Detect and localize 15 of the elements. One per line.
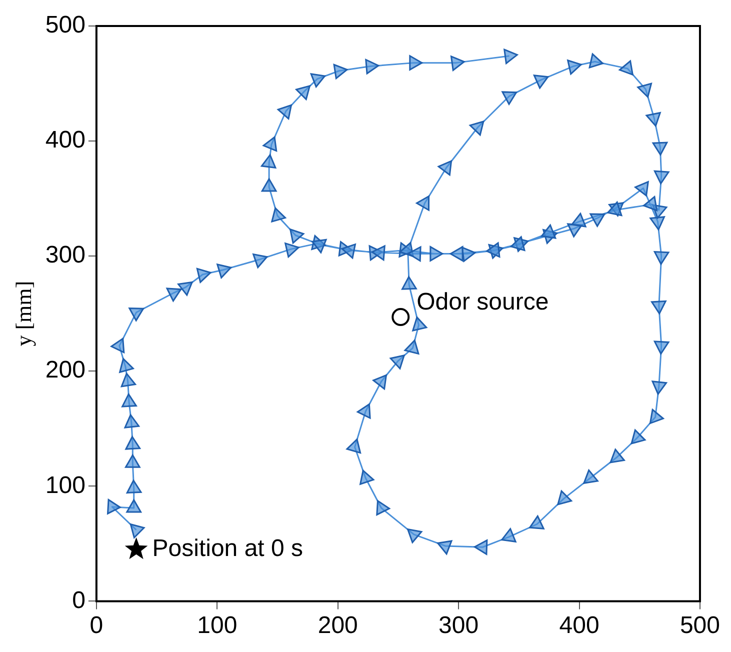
annotation: Odor source — [416, 288, 549, 316]
y-tick-label: 100 — [45, 472, 86, 499]
y-tick-label: 300 — [45, 242, 86, 269]
y-tick-label: 500 — [45, 12, 86, 39]
x-tick-label: 500 — [680, 612, 720, 640]
x-tick-label: 200 — [318, 612, 358, 640]
x-tick-label: 100 — [197, 612, 238, 640]
x-tick-label: 400 — [559, 612, 600, 640]
annotation: Position at 0 s — [152, 535, 304, 562]
y-axis-title: y [mm] — [10, 280, 36, 346]
y-tick-label: 200 — [45, 356, 86, 384]
x-tick-label: 300 — [438, 612, 479, 640]
y-tick-label: 0 — [72, 586, 86, 614]
y-tick-label: 400 — [45, 126, 86, 154]
x-tick-label: 0 — [90, 612, 104, 640]
